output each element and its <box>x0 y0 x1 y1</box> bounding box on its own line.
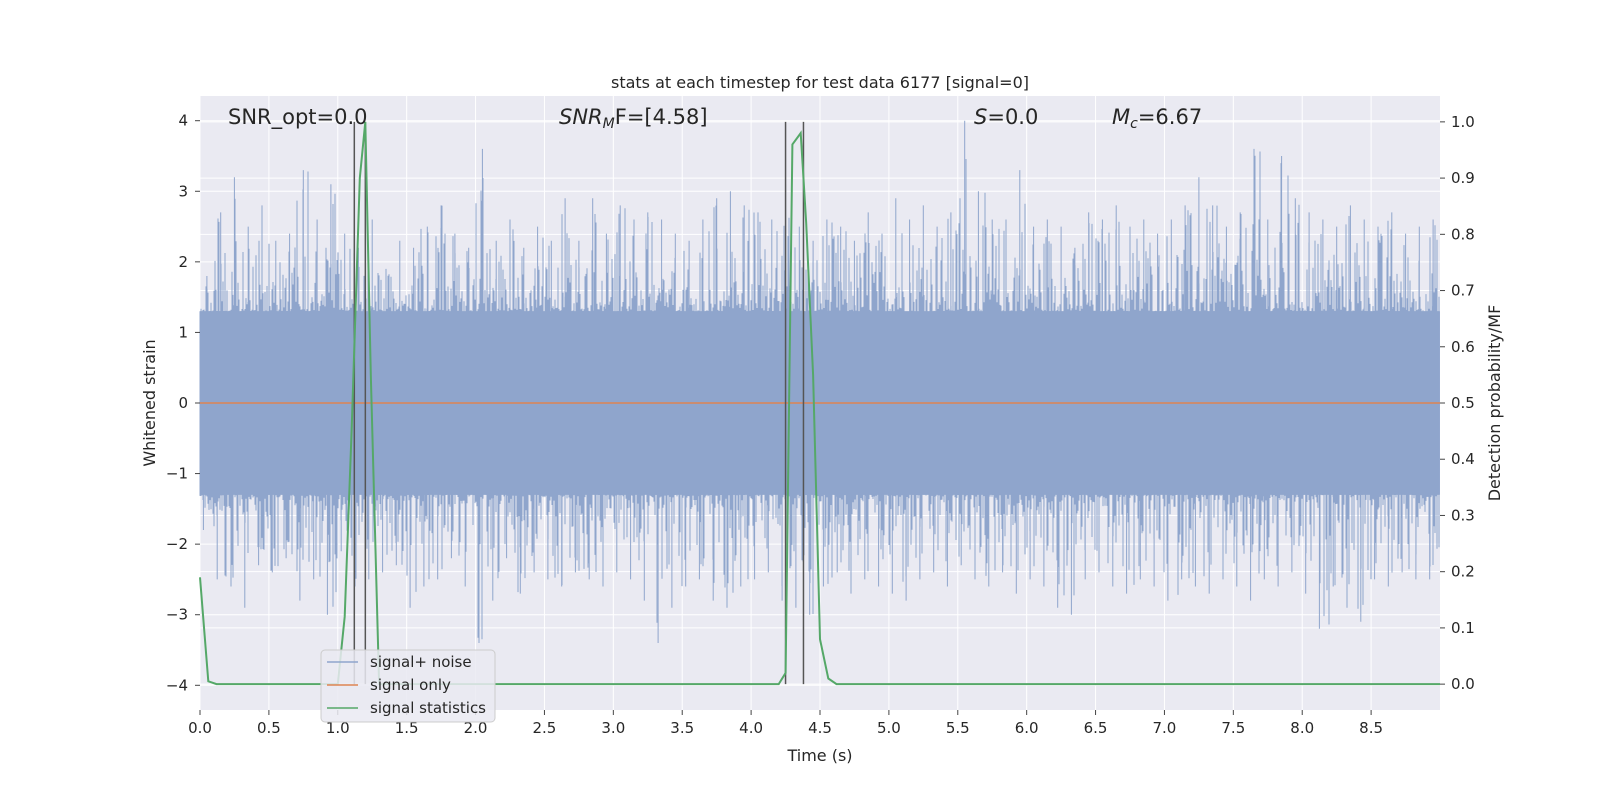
x-tick-label: 7.5 <box>1221 719 1245 737</box>
x-tick-label: 5.0 <box>877 719 901 737</box>
x-tick-label: 0.0 <box>188 719 212 737</box>
x-tick-label: 5.5 <box>946 719 970 737</box>
left-y-tick-label: −4 <box>166 676 188 694</box>
right-y-tick-label: 0.4 <box>1451 450 1475 468</box>
x-tick-label: 6.5 <box>1084 719 1108 737</box>
left-y-tick-label: −2 <box>166 535 188 553</box>
x-axis-label: Time (s) <box>786 746 852 765</box>
annotation-s-italic: S <box>974 105 987 129</box>
x-tick-label: 1.5 <box>395 719 419 737</box>
x-tick-label: 4.0 <box>739 719 763 737</box>
x-axis-ticks: 0.0 0.5 1.0 1.5 2.0 2.5 3.0 3.5 4.0 4.5 5.0 5.5 6.0 6… <box>188 710 1383 737</box>
annotation-snr-mf-rest: F=[4.58] <box>615 105 708 129</box>
x-tick-label: 3.0 <box>601 719 625 737</box>
left-y-tick-label: 0 <box>178 394 188 412</box>
right-y-tick-label: 0.2 <box>1451 563 1475 581</box>
right-y-axis-label: Detection probability/MF <box>1485 305 1504 502</box>
legend-label-noise: signal+ noise <box>370 653 472 671</box>
right-y-tick-label: 0.8 <box>1451 225 1475 243</box>
x-tick-label: 1.0 <box>326 719 350 737</box>
x-tick-label: 7.0 <box>1153 719 1177 737</box>
right-y-tick-label: 0.0 <box>1451 675 1475 693</box>
right-y-tick-label: 0.7 <box>1451 282 1475 300</box>
annotation-mc-rest: =6.67 <box>1138 105 1202 129</box>
x-tick-label: 3.5 <box>670 719 694 737</box>
x-tick-label: 0.5 <box>257 719 281 737</box>
x-tick-label: 4.5 <box>808 719 832 737</box>
legend-box <box>320 649 496 723</box>
x-tick-label: 8.0 <box>1290 719 1314 737</box>
left-y-tick-label: −1 <box>166 465 188 483</box>
x-tick-label: 6.0 <box>1015 719 1039 737</box>
right-y-tick-label: 1.0 <box>1451 113 1475 131</box>
annotation-snr-mf: SNRMF=[4.58] <box>559 105 708 132</box>
right-y-tick-label: 0.9 <box>1451 169 1475 187</box>
left-y-axis-ticks: 4 3 2 1 0 −1 −2 −3 −4 <box>166 112 200 694</box>
x-tick-label: 2.5 <box>533 719 557 737</box>
right-y-tick-label: 0.1 <box>1451 619 1475 637</box>
left-y-tick-label: 4 <box>178 112 188 130</box>
annotation-mc: Mc=6.67 <box>1112 105 1202 132</box>
annotation-mc-sub: c <box>1130 116 1138 132</box>
annotation-s: S=0.0 <box>974 105 1038 129</box>
right-y-tick-label: 0.5 <box>1451 394 1475 412</box>
statistics-line <box>199 121 1440 686</box>
left-y-tick-label: 2 <box>178 253 188 271</box>
annotation-snr-opt: SNR_opt=0.0 <box>228 105 368 130</box>
annotation-snr-mf-main: SNR <box>559 105 603 129</box>
legend-label-statistics: signal statistics <box>370 699 486 717</box>
right-y-tick-label: 0.6 <box>1451 338 1475 356</box>
left-y-tick-label: 1 <box>178 323 188 341</box>
right-y-axis-ticks: 1.0 0.9 0.8 0.7 0.6 0.5 0.4 0.3 0.2 0.1 0.0 <box>1440 113 1475 693</box>
annotation-mc-italic: M <box>1112 105 1130 129</box>
chart-title: stats at each timestep for test data 617… <box>611 73 1029 92</box>
legend-label-signal-only: signal only <box>370 676 451 694</box>
vertical-markers <box>353 121 805 685</box>
left-y-tick-label: −3 <box>166 606 188 624</box>
left-y-axis-label: Whitened strain <box>140 339 159 466</box>
x-tick-label: 8.5 <box>1359 719 1383 737</box>
signal-statistics-series <box>199 121 1440 686</box>
legend: signal+ noise signal only signal statist… <box>320 649 496 723</box>
left-y-tick-label: 3 <box>178 182 188 200</box>
right-y-tick-label: 0.3 <box>1451 506 1475 524</box>
annotation-snr-mf-sub: M <box>603 116 615 132</box>
annotation-s-rest: =0.0 <box>987 105 1038 129</box>
x-tick-label: 2.0 <box>464 719 488 737</box>
